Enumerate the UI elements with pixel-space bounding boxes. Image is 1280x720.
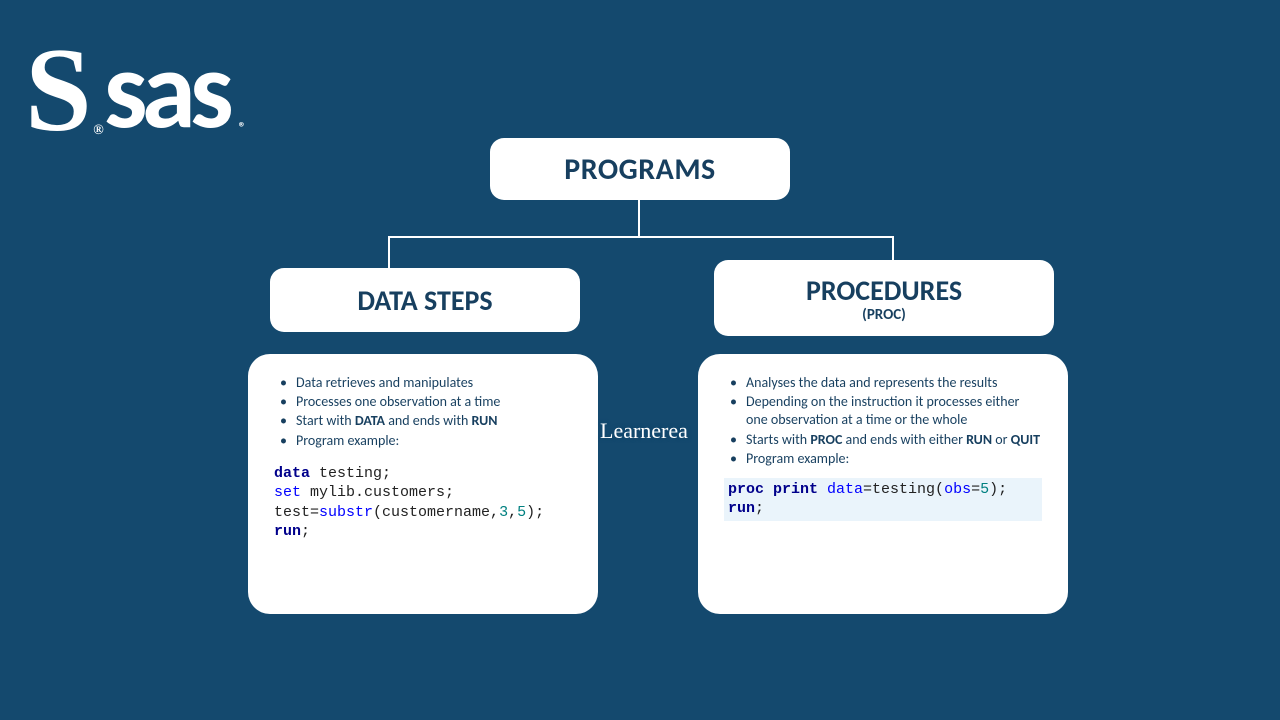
bullet-list-procedures: Analyses the data and represents the res… (724, 374, 1042, 468)
bullet-item: Start with DATA and ends with RUN (274, 412, 572, 430)
watermark: Learnerea (600, 418, 688, 444)
detail-box-procedures: Analyses the data and represents the res… (698, 354, 1068, 614)
connector-drop-right (892, 236, 894, 260)
bullet-item: Analyses the data and represents the res… (724, 374, 1042, 392)
child-subtitle-procedures: (PROC) (862, 306, 906, 324)
sas-logo: S sas (25, 30, 228, 150)
child-title-data-steps: DATA STEPS (357, 283, 492, 318)
bullet-item: Starts with PROC and ends with either RU… (724, 431, 1042, 449)
root-title: PROGRAMS (564, 151, 715, 188)
bullet-item: Program example: (274, 432, 572, 450)
bullet-item: Data retrieves and manipulates (274, 374, 572, 392)
child-title-procedures: PROCEDURES (806, 273, 962, 308)
bullet-item: Processes one observation at a time (274, 393, 572, 411)
connector-stem (638, 200, 640, 238)
connector-hbar (388, 236, 894, 238)
detail-box-data-steps: Data retrieves and manipulatesProcesses … (248, 354, 598, 614)
connector-drop-left (388, 236, 390, 268)
bullet-list-data-steps: Data retrieves and manipulatesProcesses … (274, 374, 572, 450)
child-header-procedures: PROCEDURES (PROC) (714, 260, 1054, 336)
logo-text: sas (104, 35, 228, 145)
code-block-data-steps: data testing; set mylib.customers; test=… (274, 464, 572, 542)
bullet-item: Program example: (724, 450, 1042, 468)
child-header-data-steps: DATA STEPS (270, 268, 580, 332)
root-node: PROGRAMS (490, 138, 790, 200)
logo-symbol: S (25, 30, 92, 150)
bullet-item: Depending on the instruction it processe… (724, 393, 1042, 429)
code-block-procedures: proc print data=testing(obs=5); run; (724, 478, 1042, 521)
